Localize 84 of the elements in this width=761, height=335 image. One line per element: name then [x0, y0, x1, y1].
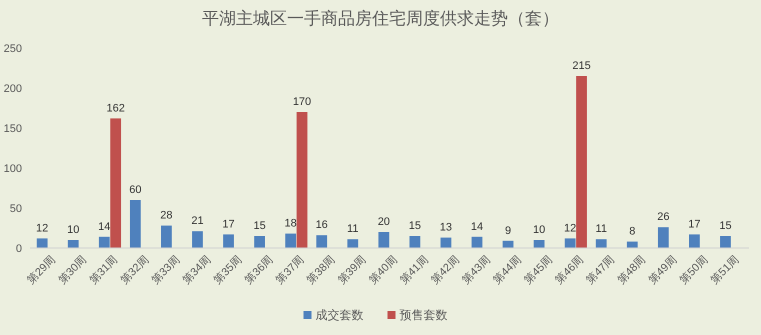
bar: [409, 236, 420, 248]
x-tick-label: 第49周: [646, 254, 680, 286]
x-tick-label: 第43周: [460, 254, 493, 286]
x-tick-label: 第50周: [678, 254, 710, 286]
data-label: 16: [316, 219, 328, 232]
bar: [254, 236, 265, 248]
data-label: 17: [222, 218, 235, 230]
bar: [223, 234, 234, 248]
x-tick-label: 第32周: [118, 254, 152, 286]
data-label: 162: [106, 102, 125, 114]
legend-label: 成交套数: [316, 308, 364, 322]
x-tick-label: 第30周: [56, 254, 90, 286]
x-tick-label: 第46周: [553, 254, 586, 286]
data-label: 8: [629, 226, 636, 238]
bar: [502, 240, 514, 248]
x-tick-label: 第36周: [242, 254, 276, 286]
data-label: 28: [160, 210, 173, 222]
data-label: 11: [596, 223, 607, 236]
data-label: 60: [129, 184, 142, 196]
chart-title: 平湖主城区一手商品房住宅周度供求走势（套）: [202, 9, 559, 29]
bar: [564, 238, 576, 248]
x-tick-label: 第44周: [491, 254, 524, 286]
bar: [720, 236, 731, 248]
y-tick-label: 250: [4, 43, 22, 55]
data-label: 12: [564, 222, 576, 234]
bar: [68, 240, 79, 248]
y-tick-label: 150: [4, 123, 22, 135]
data-label: 20: [378, 216, 390, 228]
x-tick-label: 第47周: [584, 254, 618, 286]
bar: [689, 234, 700, 248]
data-label: 21: [191, 215, 204, 228]
y-tick-label: 50: [10, 203, 22, 215]
bar: [296, 112, 308, 248]
x-tick-label: 第37周: [274, 254, 306, 286]
data-label: 11: [347, 223, 358, 236]
bar: [130, 200, 141, 248]
bar: [161, 226, 172, 248]
x-tick-label: 第48周: [615, 254, 648, 286]
y-tick-label: 0: [16, 243, 22, 255]
bar: [98, 236, 110, 248]
y-tick-label: 100: [4, 163, 22, 175]
data-label: 170: [292, 96, 312, 108]
bar: [192, 231, 203, 248]
bar: [658, 227, 669, 248]
x-tick-label: 第29周: [25, 254, 58, 286]
data-label: 10: [532, 224, 546, 236]
x-tick-label: 第31周: [87, 254, 120, 286]
bar: [378, 232, 390, 248]
x-tick-label: 第42周: [429, 254, 462, 286]
data-label: 26: [657, 211, 670, 224]
bar: [626, 242, 638, 248]
bar: [347, 239, 358, 248]
data-label: 15: [408, 220, 421, 232]
x-tick-label: 第35周: [212, 254, 244, 286]
bar: [316, 235, 328, 248]
data-label: 15: [253, 220, 266, 232]
bar: [576, 76, 587, 248]
x-tick-label: 第45周: [522, 254, 555, 286]
bar: [36, 238, 48, 248]
bar: [440, 238, 452, 248]
data-label: 215: [572, 60, 591, 72]
data-label: 18: [284, 218, 297, 230]
x-tick-label: 第33周: [150, 254, 182, 286]
x-tick-label: 第40周: [366, 254, 400, 286]
x-tick-label: 第38周: [304, 254, 338, 286]
x-tick-label: 第34周: [180, 254, 214, 286]
x-tick-label: 第51周: [708, 254, 742, 286]
legend-label: 预售套数: [400, 308, 448, 322]
y-tick-label: 200: [4, 83, 22, 95]
bar: [596, 239, 607, 248]
data-label: 12: [36, 222, 48, 234]
data-label: 15: [719, 220, 732, 232]
data-label: 14: [98, 220, 110, 233]
data-label: 10: [67, 224, 80, 236]
bar: [534, 240, 545, 248]
data-label: 17: [688, 218, 701, 230]
x-tick-label: 第41周: [398, 254, 431, 286]
data-label: 9: [504, 224, 512, 237]
bar: [472, 236, 482, 248]
x-tick-label: 第39周: [336, 254, 369, 286]
bar: [110, 118, 122, 248]
bar: [285, 234, 296, 248]
data-label: 13: [440, 222, 452, 234]
data-label: 14: [470, 220, 484, 233]
